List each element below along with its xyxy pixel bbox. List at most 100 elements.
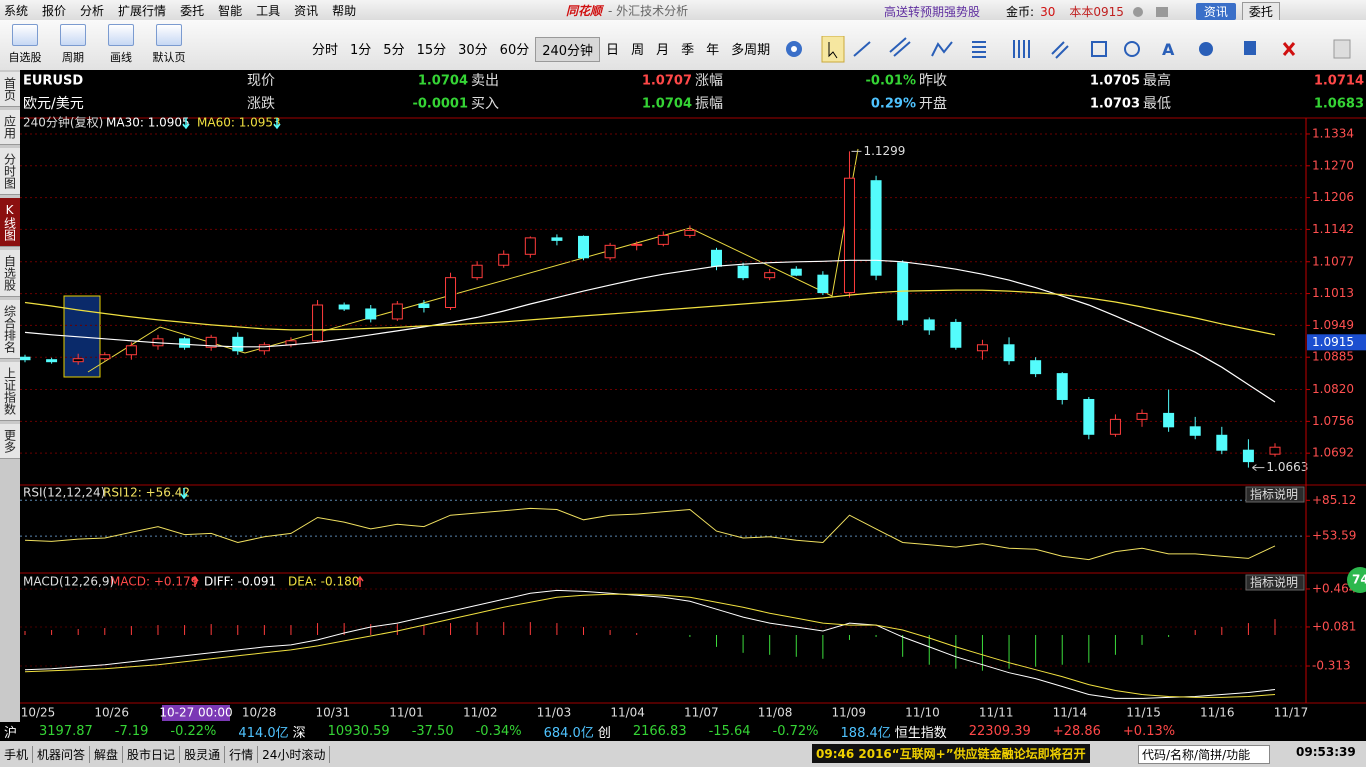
x-tick-label: 10/26 [94,706,129,720]
tool-button[interactable]: 自选股 [6,24,44,65]
period-button[interactable]: 分时 [312,43,339,58]
bottom-tab[interactable]: 股灵通 [180,745,226,763]
side-tab[interactable]: 更多 [0,424,20,459]
bottom-tab[interactable]: 24小时滚动 [258,745,331,763]
candle-body [1269,446,1281,455]
side-tab[interactable]: 自选股 [0,250,20,297]
cursor-label-bg [162,705,230,721]
tool-icon [60,24,86,46]
menu-item[interactable]: 扩展行情 [118,4,167,18]
quote-label: 买入 [471,96,499,112]
side-tab[interactable]: 应用 [0,110,20,145]
candle-body [551,237,563,241]
bottom-tab[interactable]: 股市日记 [123,745,181,763]
index-value: 188.4亿 [840,726,891,741]
period-button[interactable]: 1分 [350,43,372,58]
bottom-tab[interactable]: 手机 [0,745,34,763]
legend-entry: MA30: 1.0905 [106,116,190,130]
menu-item[interactable]: 智能 [218,4,243,18]
candle-body [72,358,84,363]
period-button[interactable]: 240分钟 [535,37,601,62]
tool-label: 默认页 [152,51,186,64]
help-button[interactable]: 指标说明 [1250,487,1298,502]
tool-icon [156,24,182,46]
index-value: +0.13% [1122,724,1176,739]
period-button[interactable]: 15分 [416,43,447,58]
side-tab[interactable]: 上证指数 [0,362,20,421]
tool-button[interactable]: 画线 [102,24,140,65]
menu-item[interactable]: 工具 [256,4,281,18]
y-tick-label: 1.1142 [1312,222,1354,236]
news-ticker[interactable]: 09:46 2016“互联网+”供应链金融论坛即将召开 [812,744,1090,763]
quote-label: 开盘 [919,95,947,112]
quote-label: 最高 [1143,72,1171,89]
side-tab[interactable]: 首页 [0,72,20,107]
candle-body [498,253,510,266]
clock: 09:53:39 [1296,745,1356,759]
help-button-bg[interactable] [1245,574,1305,591]
quote-value: 1.0703 [1090,97,1140,112]
candle-body [764,272,776,279]
period-button[interactable]: 60分 [499,43,530,58]
candle-body [1242,449,1254,463]
coins-label: 金币: [1006,5,1035,19]
side-tab[interactable]: K线图 [0,198,20,247]
promo-link[interactable]: 高送转预期强势股 [884,5,981,19]
period-button[interactable]: 月 [656,43,670,58]
tool-button[interactable]: 默认页 [150,24,188,65]
help-button-bg[interactable] [1245,486,1305,503]
menu-item[interactable]: 帮助 [332,4,357,18]
bottom-tab[interactable]: 行情 [225,745,259,763]
candle-body [258,344,270,352]
bottom-tab[interactable]: 解盘 [90,745,124,763]
period-button[interactable]: 30分 [458,43,488,58]
legend-entry: DEA: -0.180 [288,575,359,589]
candle-body [524,237,536,255]
candle-body [923,319,935,331]
x-tick-label: 11/14 [1053,706,1088,720]
side-tab[interactable]: 分时图 [0,148,20,195]
trade-button[interactable]: 委托 [1241,2,1280,21]
trend-arrow [273,118,281,130]
search-box[interactable]: 代码/名称/简拼/功能 [1138,745,1270,764]
quote-value: 1.0704 [418,74,468,89]
candle-body [976,344,988,352]
period-button[interactable]: 5分 [383,43,405,58]
index-value: 恒生指数 [894,726,947,741]
candle-body [445,277,457,308]
tool-button[interactable]: 周期 [54,24,92,65]
x-tick-label: 11/03 [537,706,572,720]
index-value: -7.19 [114,724,149,739]
menu-item[interactable]: 报价 [42,4,67,18]
help-button[interactable]: 指标说明 [1250,575,1298,590]
candle-body [232,336,244,352]
menu-item[interactable]: 资讯 [294,4,319,18]
y-tick-label: 1.0885 [1312,350,1354,364]
menu-item[interactable]: 委托 [180,4,205,18]
period-button[interactable]: 周 [631,43,645,58]
coins: 30 [1040,4,1056,19]
user-name[interactable]: 本本0915 [1069,5,1124,19]
index-value: -0.22% [170,724,217,739]
candle-body [125,345,137,356]
menu-item[interactable]: 系统 [4,4,29,18]
menu-item[interactable]: 分析 [80,4,105,18]
period-selector: 分时 1分 5分 15分 30分 60分 240分钟日周月季年多周期 [306,37,776,62]
ma-line [24,289,1276,336]
app-title: 同花顺 [566,4,603,18]
index-value: 684.0亿 [543,726,594,741]
news-button[interactable]: 资讯 [1195,3,1236,20]
side-tab[interactable]: 综合排名 [0,300,20,359]
period-button[interactable]: 多周期 [731,43,771,58]
period-button[interactable]: 季 [681,43,695,58]
candle-body [1136,412,1148,420]
index-value: -37.50 [411,724,454,739]
bottom-tab[interactable]: 机器问答 [33,745,91,763]
x-tick-label: 11/15 [1126,706,1161,720]
index-value: 沪 [4,726,18,741]
period-button[interactable]: 日 [606,43,620,58]
quote-value: -0.0001 [412,97,468,112]
index-value: -0.34% [475,724,522,739]
period-button[interactable]: 年 [706,43,720,58]
